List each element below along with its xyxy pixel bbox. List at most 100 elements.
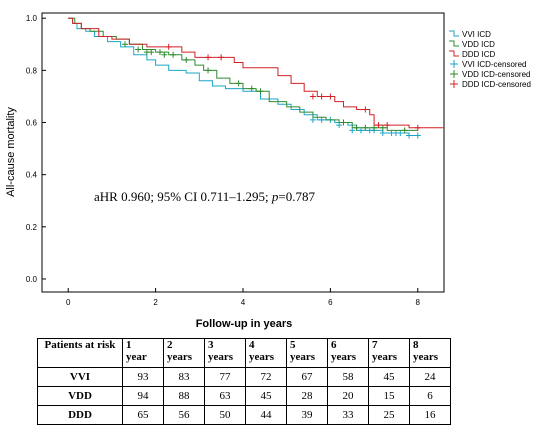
year-number: 2 [167,339,173,351]
legend-line-swatch [449,40,459,47]
censor-mark [340,119,347,126]
hazard-ratio-annotation: aHR 0.960; 95% CI 0.711–1.295; p=0.787 [94,189,315,204]
risk-table-year-header: 8 years [409,338,451,368]
risk-table-cell: 94 [122,386,164,406]
year-unit: years [331,351,357,363]
patients-at-risk-table: Patients at risk 1 year 2 years 3 years 4 years… [37,338,451,425]
legend-label: VDD ICD-censored [462,70,530,79]
risk-table-cell: 58 [327,367,369,387]
legend-line-swatch [449,50,459,57]
year-unit: years [372,351,398,363]
risk-table-cell: 6 [409,386,451,406]
censor-mark [309,116,316,123]
censor-mark [248,85,255,92]
y-tick-label: 0.4 [26,171,38,180]
risk-table-row: VVI 93 83 77 72 67 58 45 24 [37,367,451,387]
censor-mark [122,41,129,48]
risk-table-cell: 50 [204,405,246,425]
year-unit: years [167,351,193,363]
series-layer [68,17,444,139]
year-unit: year [126,351,147,363]
risk-table-cell: 45 [368,367,410,387]
risk-table-cell: 25 [368,405,410,425]
risk-table-year-header: 2 years [163,338,205,368]
censor-mark [379,124,386,131]
year-unit: years [249,351,275,363]
legend-label: VVI ICD-censored [462,60,526,69]
censor-mark [401,127,408,134]
x-tick-label: 8 [416,298,421,307]
year-number: 5 [290,339,296,351]
legend-item: VDD ICD-censored [450,70,530,79]
risk-table-cell: 24 [409,367,451,387]
series-vdd-icd [68,17,418,134]
legend-censor-swatch [450,70,458,78]
x-tick-label: 0 [66,298,71,307]
risk-table-cell: 67 [286,367,328,387]
censor-mark [318,116,325,123]
year-unit: years [208,351,234,363]
legend-label: VVI ICD [462,30,491,39]
risk-table-year-header: 3 years [204,338,246,368]
censor-mark [318,93,325,100]
annotation-p-symbol: p [271,189,279,204]
censor-mark [406,132,413,139]
year-number: 1 [126,339,132,351]
censor-mark [135,46,142,53]
censor-mark [375,122,382,129]
risk-table-body: VVI 93 83 77 72 67 58 45 24 VDD 94 88 63 45 28 20 15 6 DDD… [37,367,451,425]
censor-mark [397,129,404,136]
survival-step-line [68,17,418,131]
legend-label: DDD ICD [462,50,496,59]
legend-item: DDD ICD-censored [450,80,531,89]
risk-table-cell: 77 [204,367,246,387]
y-tick-label: 0.2 [26,223,38,232]
survival-step-line [68,17,418,137]
risk-table-corner: Patients at risk [37,338,123,368]
risk-table-year-header: 6 years [327,338,369,368]
legend-item: VVI ICD-censored [450,60,526,69]
censor-mark [205,54,212,61]
year-number: 4 [249,339,255,351]
censor-mark [309,93,316,100]
year-number: 6 [331,339,337,351]
censor-mark [357,127,364,134]
censor-mark [336,122,343,129]
series-vvi-icd [68,17,421,139]
x-axis-ticks: 0 2 4 6 8 [66,288,421,307]
risk-table-cell: 20 [327,386,369,406]
risk-table-year-header: 5 years [286,338,328,368]
censor-mark [362,124,369,131]
censor-mark [353,124,360,131]
censor-mark [218,54,225,61]
censor-mark [257,88,264,95]
risk-table-cell: 56 [163,405,205,425]
km-chart: 0.0 0.2 0.4 0.6 0.8 1.0 0 2 4 6 8 All-cause morta… [5,12,531,330]
censor-mark [235,80,242,87]
risk-table-row-label: DDD [37,405,123,425]
legend-label: VDD ICD [462,40,495,49]
risk-table-cell: 88 [163,386,205,406]
risk-table-cell: 44 [245,405,287,425]
annotation-p-value: =0.787 [278,189,315,204]
censor-mark [414,124,421,131]
risk-table-row: DDD 65 56 50 44 39 33 25 16 [37,405,451,425]
censor-mark [414,132,421,139]
legend-item: DDD ICD [449,50,496,59]
risk-table-cell: 15 [368,386,410,406]
x-tick-label: 4 [241,298,246,307]
risk-table-cell: 72 [245,367,287,387]
year-unit: years [290,351,316,363]
risk-table-row-label: VDD [37,386,123,406]
year-number: 7 [372,339,378,351]
annotation-text: aHR 0.960; 95% CI 0.711–1.295; [94,189,272,204]
censor-mark [371,124,378,131]
legend-line-swatch [449,30,459,37]
legend-censor-swatch [450,80,458,88]
y-tick-label: 1.0 [26,14,38,23]
x-axis-label: Follow-up in years [196,318,293,330]
risk-table-cell: 16 [409,405,451,425]
legend-item: VDD ICD [449,40,495,49]
risk-table-row: VDD 94 88 63 45 28 20 15 6 [37,386,451,406]
